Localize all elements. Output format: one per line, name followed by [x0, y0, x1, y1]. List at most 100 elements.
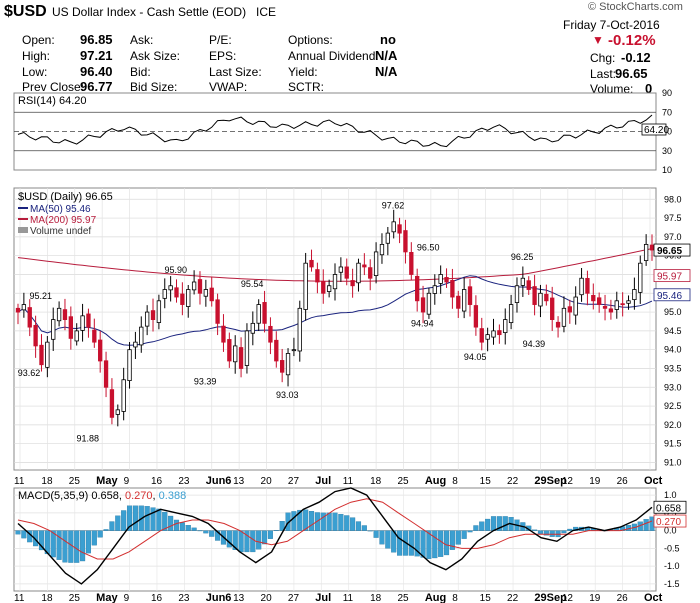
- macd-hist-bar: [144, 506, 150, 531]
- candle-body: [262, 302, 267, 324]
- candle-body: [426, 292, 432, 315]
- price-tick-label: 93.5: [664, 363, 682, 373]
- price-annotation: 96.50: [417, 243, 440, 253]
- candle-body: [338, 266, 344, 273]
- macd-hist-bar: [162, 511, 168, 531]
- macd-hist-bar: [326, 512, 332, 531]
- percent-change: -0.12%: [608, 32, 656, 49]
- price-tick-label: 92.5: [664, 401, 682, 411]
- candle-body: [456, 295, 461, 309]
- candle-body: [391, 221, 396, 233]
- macd-x-label: 18: [41, 593, 53, 603]
- candle-body: [409, 252, 414, 275]
- quote-date: Friday 7-Oct-2016: [563, 18, 660, 32]
- macd-tag-box: [653, 514, 687, 528]
- candle-body: [156, 300, 162, 323]
- macd-x-label: 16: [151, 593, 163, 603]
- price-tick-label: 94.5: [664, 326, 682, 336]
- macd-hist-bar: [215, 530, 221, 541]
- candle-body: [608, 308, 614, 313]
- candle-body: [526, 280, 531, 290]
- price-tick-label: 91.0: [664, 457, 682, 467]
- candle-body: [438, 274, 443, 284]
- candle-body: [555, 321, 561, 328]
- candle-body: [92, 329, 97, 343]
- macd-hist-bar: [432, 530, 438, 559]
- volume-legend-swatch: [18, 227, 28, 233]
- price-annotation: 96.25: [511, 252, 534, 262]
- candle-body: [585, 277, 590, 294]
- candle-body: [115, 409, 120, 415]
- price-annotation: 95.54: [241, 279, 264, 289]
- candle-body: [532, 286, 537, 305]
- candle-body: [326, 285, 332, 292]
- candle-body: [332, 274, 338, 290]
- price-axis-ticks: 98.097.597.096.596.095.595.094.594.093.5…: [664, 194, 682, 467]
- macd-hist-bar: [262, 530, 268, 545]
- price-annotation: 95.21: [29, 291, 52, 301]
- candle-body: [514, 285, 520, 303]
- candle-body: [420, 297, 426, 313]
- macd-hist-bar: [567, 528, 573, 531]
- candle-body: [356, 262, 361, 284]
- candle-body: [98, 339, 103, 362]
- price-tag-box: [653, 243, 691, 257]
- candle-body: [602, 306, 608, 309]
- macd-hist-bar: [543, 530, 549, 536]
- macd-hist-bar: [373, 530, 379, 538]
- last-value: 96.65: [615, 66, 648, 81]
- candle-body: [403, 230, 408, 253]
- macd-hist-bar: [80, 530, 86, 562]
- price-tick-label: 95.0: [664, 307, 682, 317]
- ask-label: Ask:: [130, 33, 154, 47]
- candle-body: [56, 307, 62, 322]
- candle-body: [274, 339, 279, 362]
- candle-body: [573, 296, 578, 316]
- macd-hist-bar: [449, 530, 455, 550]
- candle-body: [373, 251, 379, 276]
- macd-hist-bar: [502, 516, 508, 531]
- macd-x-label: 25: [397, 593, 409, 603]
- macd-title-hist: 0.388: [159, 490, 187, 502]
- macd-x-label: 29Sep: [534, 592, 567, 603]
- price-annotation: 93.03: [276, 390, 299, 400]
- candle-body: [473, 305, 479, 328]
- candle-body: [268, 325, 273, 343]
- candle-body: [215, 299, 220, 324]
- candle-body: [33, 324, 38, 347]
- candle-body: [350, 280, 355, 287]
- macd-hist-bar: [232, 530, 238, 550]
- rsi-gridlines: [14, 111, 656, 152]
- rsi-tick-label: 70: [662, 107, 672, 117]
- macd-hist-bar: [179, 522, 185, 531]
- macd-hist-bar: [50, 530, 56, 558]
- sctr-label: SCTR:: [288, 80, 324, 94]
- watermark: © StockCharts.com: [588, 1, 683, 13]
- candle-body: [280, 360, 285, 373]
- macd-hist-bar: [490, 516, 497, 531]
- yield-value: N/A: [375, 64, 398, 79]
- price-tag-box: [653, 269, 691, 283]
- exchange: ICE: [256, 5, 277, 19]
- price-tag-box: [653, 288, 691, 302]
- macd-title-sep: ,: [153, 490, 159, 502]
- candle-body: [221, 325, 226, 343]
- price-gridlines: [14, 188, 656, 470]
- rsi-axis-ticks: 90 70 50 30 10: [662, 88, 672, 175]
- macd-hist-bar: [21, 530, 27, 539]
- price-x-label: May: [96, 475, 118, 487]
- candle-body: [203, 289, 209, 297]
- macd-hist-bar: [121, 510, 127, 531]
- candle-body: [315, 269, 320, 283]
- rsi-tick-label: 90: [662, 88, 672, 98]
- candle-body: [133, 341, 138, 348]
- macd-title-signal: 0.270: [125, 490, 153, 502]
- price-tick-label: 93.0: [664, 382, 682, 392]
- candlesticks: [15, 209, 655, 427]
- macd-hist-bar: [361, 525, 367, 531]
- prev-close-label: Prev Close:: [22, 80, 85, 94]
- candle-body: [227, 339, 232, 362]
- ma200-legend: MA(200) 95.97: [30, 215, 97, 226]
- candle-body: [368, 267, 373, 279]
- candle-body: [491, 330, 496, 338]
